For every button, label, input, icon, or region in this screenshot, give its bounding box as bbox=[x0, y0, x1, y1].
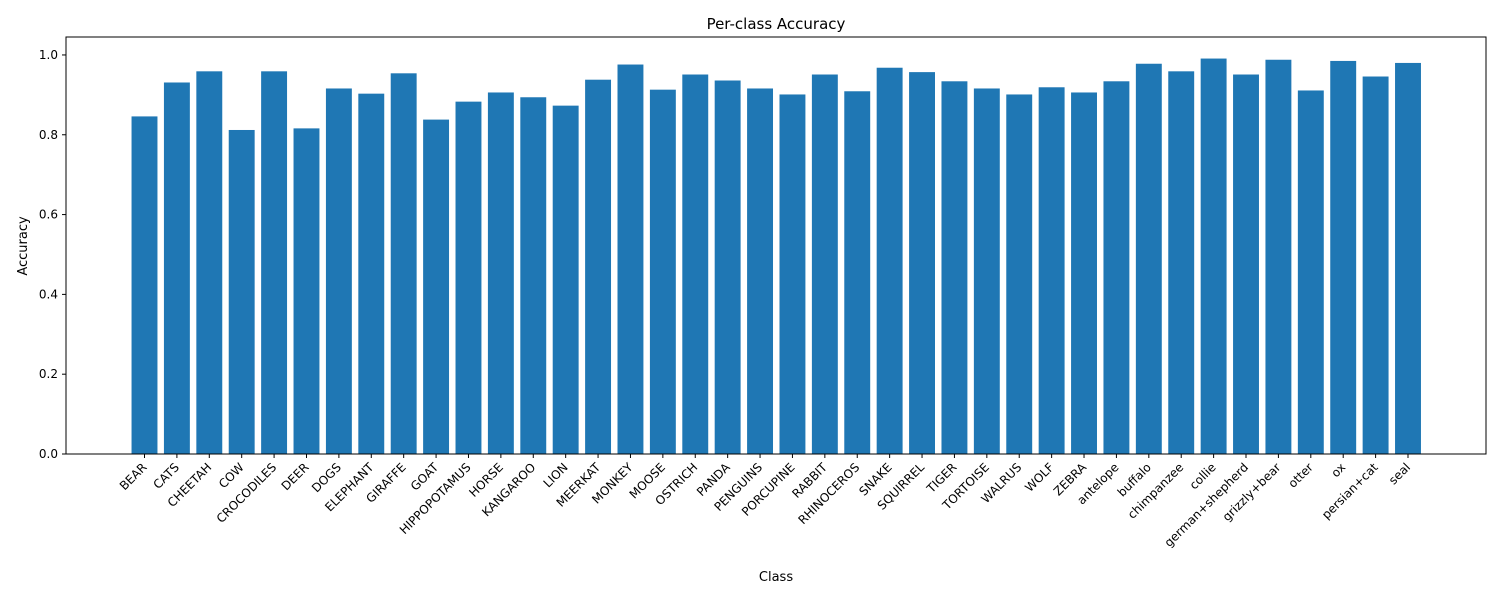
bar-penguins bbox=[747, 88, 774, 454]
bars-group bbox=[131, 58, 1421, 455]
y-tick-label: 0.6 bbox=[39, 208, 58, 222]
bar-snake bbox=[876, 67, 903, 454]
bar-buffalo bbox=[1135, 63, 1162, 455]
x-tick-label: ox bbox=[1328, 460, 1348, 480]
y-tick-label: 0.4 bbox=[39, 287, 58, 301]
bar-rabbit bbox=[811, 74, 838, 454]
y-tick-label: 0.8 bbox=[39, 128, 58, 142]
bar-crocodiles bbox=[261, 71, 288, 454]
bar-chimpanzee bbox=[1168, 71, 1195, 454]
bar-ostrich bbox=[682, 74, 709, 454]
bar-zebra bbox=[1071, 92, 1097, 454]
bar-giraffe bbox=[390, 73, 417, 454]
bar-moose bbox=[649, 89, 676, 455]
y-tick-label: 0.0 bbox=[39, 447, 58, 461]
bar-panda bbox=[714, 80, 741, 454]
x-tick-label: otter bbox=[1285, 460, 1316, 491]
bar-rhinoceros bbox=[844, 91, 871, 455]
bar-cats bbox=[163, 82, 190, 455]
x-tick-label: DEER bbox=[279, 460, 312, 493]
y-tick-label: 1.0 bbox=[39, 48, 58, 62]
chart-title: Per-class Accuracy bbox=[707, 15, 846, 33]
bar-deer bbox=[293, 128, 320, 454]
bar-cow bbox=[228, 129, 255, 455]
bar-kangaroo bbox=[520, 97, 547, 454]
bar-ox bbox=[1330, 60, 1357, 454]
bar-hippopotamus bbox=[455, 101, 482, 454]
bar-bear bbox=[131, 116, 158, 454]
x-tick-label: seal bbox=[1386, 460, 1413, 487]
bar-lion bbox=[552, 105, 579, 454]
x-tick-label: BEAR bbox=[117, 460, 150, 493]
y-axis-label: Accuracy bbox=[16, 216, 31, 276]
x-tick-label: grizzly+bear bbox=[1220, 460, 1284, 524]
bar-seal bbox=[1395, 62, 1421, 454]
bar-german-shepherd bbox=[1233, 74, 1259, 454]
bar-walrus bbox=[1006, 94, 1033, 455]
bar-monkey bbox=[617, 64, 644, 454]
bar-elephant bbox=[358, 93, 385, 454]
bar-tiger bbox=[941, 81, 968, 454]
y-tick-label: 0.2 bbox=[39, 367, 58, 381]
bar-dogs bbox=[325, 88, 352, 454]
y-axis: 0.0 0.2 0.4 0.6 0.8 1.0 bbox=[39, 48, 66, 461]
bar-cheetah bbox=[196, 71, 223, 454]
bar-goat bbox=[423, 119, 450, 454]
x-axis-label: Class bbox=[759, 570, 793, 585]
bar-squirrel bbox=[909, 72, 935, 455]
bar-persian-cat bbox=[1362, 76, 1389, 454]
bar-grizzly-bear bbox=[1265, 59, 1292, 454]
bar-horse bbox=[487, 92, 514, 454]
plot-frame bbox=[65, 36, 1487, 455]
bar-tortoise bbox=[973, 88, 1000, 454]
bar-antelope bbox=[1103, 81, 1130, 454]
bar-wolf bbox=[1038, 87, 1065, 454]
bar-porcupine bbox=[779, 94, 806, 455]
bar-collie bbox=[1200, 58, 1227, 455]
bar-otter bbox=[1297, 90, 1324, 454]
bar-meerkat bbox=[585, 79, 612, 454]
